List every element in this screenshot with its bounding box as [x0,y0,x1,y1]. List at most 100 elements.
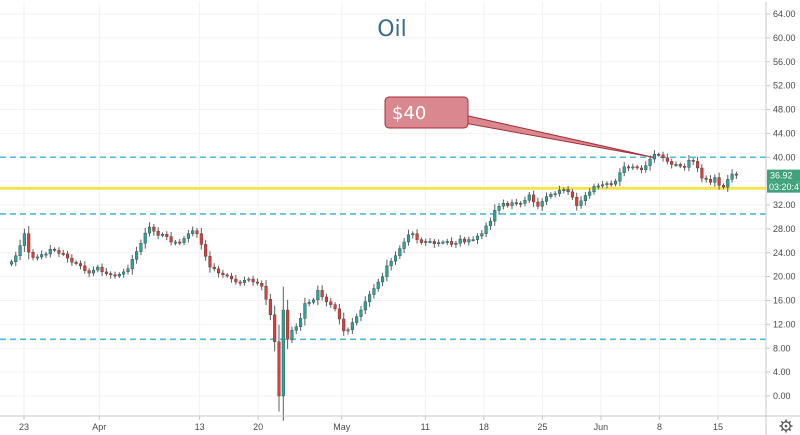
y-tick-label: 60.00 [773,33,796,43]
candle-body [475,235,480,240]
x-axis: 23 Apr 13 20 May 11 18 25 Jun 8 15 [0,415,800,432]
candle-body [221,272,225,276]
candle-body [471,239,475,242]
candle-body [726,179,730,188]
candle-body [514,202,518,205]
candle-body [199,233,203,245]
candle-body [229,275,234,280]
candle-body [596,185,600,188]
candle-body [432,241,436,244]
candle-body [389,260,393,267]
candle-body [605,183,609,185]
candle-body [217,268,221,274]
candle-body [311,299,316,303]
candle-body [622,166,626,173]
candle-body [700,167,704,179]
candle-body [570,191,574,198]
candle-body [87,270,91,274]
candle-body [575,197,579,206]
candle-body [299,318,303,327]
candle-body [320,290,324,298]
candle-body [173,241,177,244]
candle-body [165,234,169,237]
candle-body [721,185,725,188]
candle-body [670,161,674,165]
x-tick-label: 25 [537,422,547,432]
candle-body [160,234,165,236]
callout: $40 [384,96,654,158]
candle-body [109,273,113,276]
candle-body [143,232,147,244]
candle-body [674,164,678,166]
candle-body [376,281,380,289]
candle-body [191,230,195,234]
candle-body [350,322,354,330]
candle-body [281,309,285,397]
candle-body [532,194,536,203]
candle-body [212,266,216,270]
y-tick-label: 64.00 [773,9,796,19]
candle-body [501,203,505,207]
x-tick-label: 13 [195,422,205,432]
candle-body [113,274,117,277]
y-tick-label: 28.00 [773,224,796,234]
candle-body [91,269,95,274]
candle-body [342,318,346,332]
candle-body [618,172,622,182]
candle-body [704,177,708,180]
candle-body [696,161,700,169]
candle-body [463,238,467,243]
candle-body [398,248,402,256]
candle-body [290,330,294,340]
candle-body [204,244,208,257]
candle-body [363,301,367,311]
candle-body [428,241,432,243]
candle-body [294,326,298,331]
candle-body [316,290,320,301]
candle-body [717,177,721,186]
candle-body [35,256,39,259]
candle-body [273,314,277,342]
candle-body [665,157,669,162]
candle-body [83,265,87,271]
candle-body [251,278,255,283]
candle-body [234,278,238,283]
candle-body [48,248,52,255]
candle-body [588,191,592,196]
candle-body [450,241,454,245]
candle-body [678,164,682,167]
x-tick-label: Apr [92,422,106,432]
candle-body [519,203,523,205]
candle-body [169,236,173,243]
x-tick-label: 20 [253,422,263,432]
y-tick-label: 40.00 [773,152,796,162]
candle-body [454,242,458,245]
candle-body [368,294,372,302]
candle-body [152,226,156,232]
candle-body [415,233,419,240]
last-price-label: 36.92 [770,171,793,181]
candle-body [260,282,264,287]
candle-body [139,242,143,252]
candle-body [441,241,445,244]
candle-body [195,230,199,234]
candle-body [22,233,26,246]
y-tick-label: 20.00 [773,272,796,282]
candle-body [540,201,544,207]
candle-body [57,250,61,254]
y-tick-label: 0.00 [773,391,791,401]
settings-gear-icon[interactable] [779,419,793,433]
candle-body [104,271,108,274]
candle-body [562,189,566,191]
candle-body [96,266,100,271]
y-tick-label: 44.00 [773,128,796,138]
candle-body [639,167,644,170]
candle-body [437,242,441,245]
candle-body [31,251,35,258]
candle-body [122,271,126,275]
candle-body [402,241,406,249]
y-tick-label: 52.00 [773,81,796,91]
candle-body [186,233,190,239]
candle-body [182,238,186,243]
